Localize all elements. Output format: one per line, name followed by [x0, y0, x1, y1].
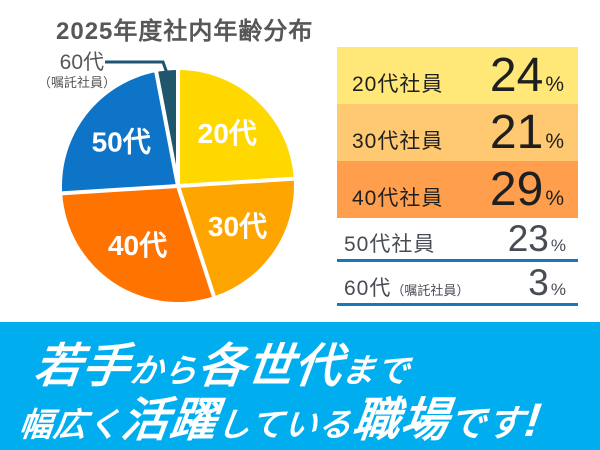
legend-row-30s: 30代社員 21%	[337, 104, 578, 161]
pie-slice-separator	[154, 70, 180, 187]
pie-slice-label: 30代	[208, 211, 267, 242]
pie-slice-labels: 20代 30代 40代 50代	[92, 118, 267, 261]
callout-label-main: 60代	[59, 51, 104, 74]
pie-slice-label: 50代	[92, 126, 151, 157]
pie-slice-label: 40代	[108, 230, 167, 261]
legend-row-label-main: 60代	[344, 277, 392, 300]
legend-row-label: 60代（嘱託社員）	[344, 272, 469, 302]
legend-row-value: 23	[507, 218, 549, 259]
legend-row-50s: 50代社員 23%	[337, 219, 578, 262]
legend-row-label: 30代社員	[352, 129, 444, 153]
legend-row-label: 20代社員	[352, 72, 444, 96]
banner-segment: 幅広く	[17, 406, 124, 443]
pie-slice-label: 20代	[198, 118, 257, 149]
pie-slice-separators	[61, 69, 295, 298]
percent-sign: %	[545, 72, 564, 96]
banner-text: 若手 から 各世代 まで 幅広く 活躍 している 職場 です !	[0, 322, 600, 446]
banner-segment: です	[446, 403, 528, 444]
page-title: 2025年度社内年齢分布	[56, 18, 314, 45]
banner-segment: 若手	[31, 339, 135, 392]
pie-slice-1	[178, 70, 294, 186]
pie-slice-3	[62, 186, 214, 303]
bottom-banner: 若手 から 各世代 まで 幅広く 活躍 している 職場 です !	[0, 322, 600, 450]
banner-segment: 活躍	[118, 393, 222, 446]
pie-slice-separator	[177, 176, 295, 188]
banner-segment: 職場	[349, 393, 453, 446]
pie-slice-separator	[61, 184, 179, 196]
banner-segment: している	[215, 406, 355, 443]
pie-slice-separator	[176, 185, 217, 298]
percent-sign: %	[550, 236, 566, 255]
callout-line	[105, 60, 170, 77]
legend-row-value: 29	[489, 162, 544, 216]
legend-row-60s: 60代（嘱託社員） 3%	[337, 263, 578, 306]
legend-row-label: 50代社員	[344, 233, 436, 256]
legend-row-value: 24	[489, 48, 544, 102]
percent-sign: %	[550, 280, 566, 299]
pie-slices	[62, 70, 294, 303]
callout-label-60s: 60代 （嘱託社員）	[38, 51, 116, 90]
legend-row-label: 40代社員	[352, 186, 444, 210]
legend-row-40s: 40代社員 29%	[337, 161, 578, 218]
pie-slice-2	[178, 178, 294, 297]
legend-row-label-sub: （嘱託社員）	[391, 283, 470, 298]
pie-slice-4	[62, 72, 179, 194]
legend-row-value: 3	[528, 262, 549, 303]
banner-line-1: 若手 から 各世代 まで	[32, 327, 600, 392]
legend-row-20s: 20代社員 24%	[337, 47, 578, 104]
percent-sign: %	[545, 186, 564, 210]
legend-row-value: 21	[489, 105, 544, 159]
percent-sign: %	[545, 129, 564, 153]
callout-label-sub: （嘱託社員）	[38, 75, 117, 91]
legend-table: 20代社員 24% 30代社員 21% 40代社員 29% 50代社員 23% …	[337, 47, 578, 306]
